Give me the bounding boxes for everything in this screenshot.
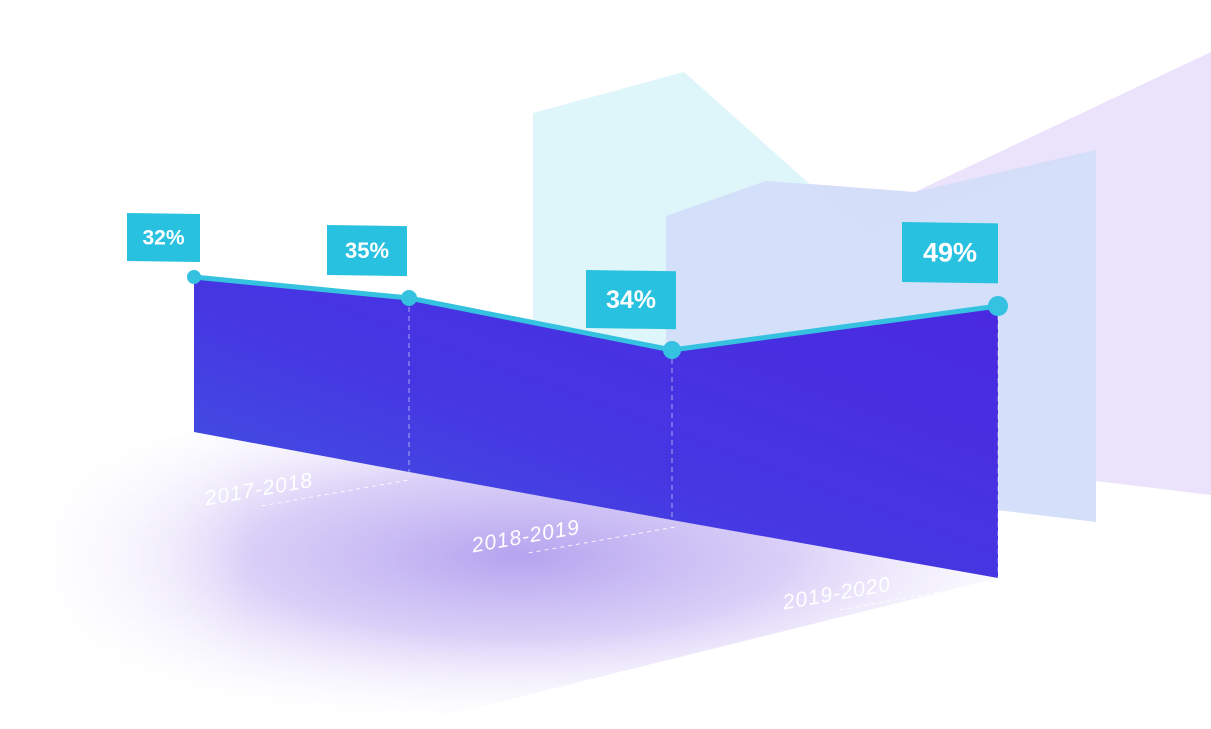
area-fill xyxy=(194,277,998,578)
value-label-text: 49% xyxy=(923,238,977,268)
value-label-box xyxy=(127,213,200,263)
period-underline xyxy=(839,583,988,611)
data-point xyxy=(187,270,201,284)
data-point xyxy=(663,341,681,359)
value-label: 34% xyxy=(586,270,676,330)
value-label-box xyxy=(327,225,407,277)
value-label-text: 32% xyxy=(142,227,184,250)
value-label-box xyxy=(902,222,998,284)
value-label: 49% xyxy=(902,222,998,284)
value-label-text: 35% xyxy=(345,238,389,263)
value-label: 32% xyxy=(127,213,200,263)
period-underline xyxy=(261,479,410,507)
series-line xyxy=(193,274,999,353)
value-label: 35% xyxy=(327,225,407,277)
data-point xyxy=(401,290,417,306)
value-label-box xyxy=(586,270,676,330)
period-underline xyxy=(528,526,677,554)
floor-shadow xyxy=(0,432,998,729)
value-label-text: 34% xyxy=(606,286,656,314)
data-point xyxy=(988,296,1008,316)
